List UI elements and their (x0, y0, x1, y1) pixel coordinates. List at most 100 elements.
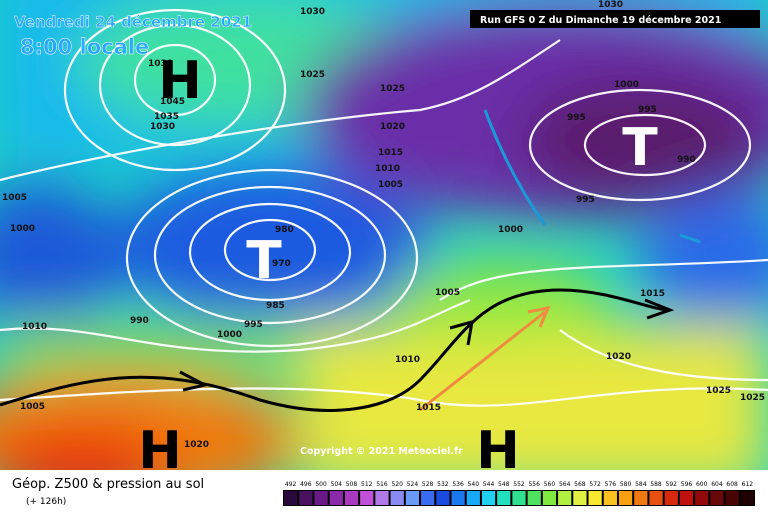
colorbar-label: 500 (315, 481, 327, 488)
pressure-label: 995 (576, 195, 595, 205)
colorbar-label: 540 (468, 481, 480, 488)
color-swatch (649, 491, 663, 505)
pressure-label: 1005 (20, 402, 45, 412)
color-swatch (573, 491, 587, 505)
color-swatch (436, 491, 450, 505)
color-swatch (405, 491, 420, 505)
colorbar-label: 536 (452, 481, 464, 488)
pressure-label: 1000 (217, 330, 242, 340)
colorbar-label: 524 (407, 481, 419, 488)
color-swatch (512, 491, 526, 505)
pressure-center: T (622, 118, 658, 178)
pressure-label: 1045 (160, 97, 185, 107)
colorbar-label: 508 (346, 481, 358, 488)
color-swatch (618, 491, 633, 505)
pressure-label: 1030 (598, 0, 623, 10)
colorbar-label: 588 (650, 481, 662, 488)
color-swatch (695, 491, 709, 505)
pressure-label: 1000 (10, 224, 35, 234)
pressure-label: 1020 (380, 122, 405, 132)
pressure-label: 1035 (154, 112, 179, 122)
pressure-label: 1000 (498, 225, 523, 235)
date: Vendredi 24 décembre 2021 (14, 13, 252, 31)
color-swatch (375, 491, 389, 505)
colorbar-label: 584 (635, 481, 647, 488)
color-swatch (344, 491, 359, 505)
color-swatch (710, 491, 724, 505)
footer-title: Géop. Z500 & pression au sol (12, 477, 204, 492)
pressure-label: 1025 (300, 70, 325, 80)
color-swatch (481, 491, 496, 505)
colorbar-label: 512 (361, 481, 373, 488)
color-swatch (558, 491, 572, 505)
colorbar-label: 560 (544, 481, 556, 488)
pressure-label: 1010 (375, 164, 400, 174)
color-swatch (421, 491, 435, 505)
pressure-label: 1020 (184, 440, 209, 450)
colorbar-label: 516 (376, 481, 388, 488)
colorbar-label: 572 (589, 481, 601, 488)
run: Run GFS 0 Z du Dimanche 19 décembre 2021 (480, 15, 721, 26)
pressure-label: 970 (272, 259, 291, 269)
colorbar-label: 532 (437, 481, 449, 488)
colorbar-label: 580 (620, 481, 632, 488)
pressure-label: 1015 (640, 289, 665, 299)
pressure-label: 1005 (378, 180, 403, 190)
footer-lead: (+ 126h) (26, 497, 66, 507)
pressure-label: 1025 (740, 393, 765, 403)
pressure-label: 1030 (148, 59, 173, 69)
color-swatch (588, 491, 602, 505)
pressure-label: 1015 (378, 148, 403, 158)
pressure-label: 1005 (435, 288, 460, 298)
color-swatch (542, 491, 557, 505)
color-swatch (360, 491, 374, 505)
colorbar-label: 528 (422, 481, 434, 488)
pressure-label: 995 (638, 105, 657, 115)
colorbar-label: 544 (483, 481, 495, 488)
pressure-label: 990 (130, 316, 149, 326)
colorbar-label: 568 (574, 481, 586, 488)
color-swatch (603, 491, 617, 505)
pressure-center: H (476, 421, 520, 481)
pressure-label: 1020 (606, 352, 631, 362)
colorbar-label: 600 (696, 481, 708, 488)
colorbar-label: 504 (331, 481, 343, 488)
colorbar-label: 556 (528, 481, 540, 488)
pressure-label: 1010 (395, 355, 420, 365)
colorbar-label: 496 (300, 481, 312, 488)
color-swatch (664, 491, 678, 505)
pressure-label: 980 (275, 225, 294, 235)
pressure-label: 985 (266, 301, 285, 311)
pressure-center: T (246, 231, 282, 291)
color-swatch (314, 491, 328, 505)
pressure-label: 1015 (416, 403, 441, 413)
pressure-center: H (158, 51, 202, 111)
pressure-label: 1010 (22, 322, 47, 332)
color-swatch (527, 491, 541, 505)
color-swatch (284, 491, 298, 505)
colorbar-label: 604 (711, 481, 723, 488)
color-swatch (299, 491, 313, 505)
pressure-label: 995 (567, 113, 586, 123)
colorbar-label: 596 (681, 481, 693, 488)
colorbar-label: 608 (726, 481, 738, 488)
colorbar-label: 564 (559, 481, 571, 488)
color-swatch (390, 491, 404, 505)
pressure-label: 1030 (150, 122, 175, 132)
pressure-label: 1025 (706, 386, 731, 396)
colorbar-label: 612 (742, 481, 754, 488)
time: 8:00 locale (20, 35, 149, 59)
pressure-label: 990 (677, 155, 696, 165)
color-swatch (725, 491, 739, 505)
pressure-label: 1000 (614, 80, 639, 90)
color-swatch (466, 491, 480, 505)
pressure-label: 995 (244, 320, 263, 330)
colorbar-label: 552 (513, 481, 525, 488)
color-swatch (634, 491, 648, 505)
color-swatch (329, 491, 343, 505)
pressure-label: 1025 (380, 84, 405, 94)
pressure-center: H (138, 421, 182, 481)
colorbar-label: 592 (666, 481, 678, 488)
